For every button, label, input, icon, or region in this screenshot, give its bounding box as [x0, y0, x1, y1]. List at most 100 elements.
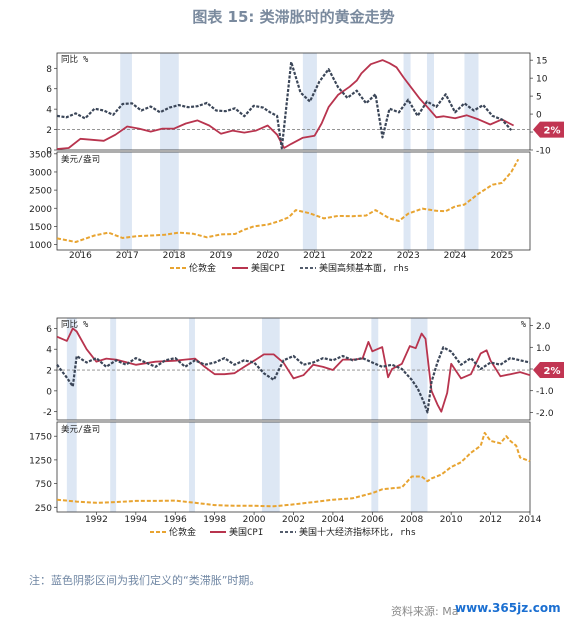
- c1-series-top-1: [56, 60, 513, 150]
- c1-top-panel-frame: [56, 52, 531, 151]
- c2-shade-bottom-2: [189, 422, 195, 512]
- c2-tick-label-x-1994: 1994: [124, 515, 147, 525]
- c2-shade-top-2: [189, 318, 195, 420]
- c1-reference-badge-label: 2%: [544, 126, 561, 137]
- c2-shade-top-0: [66, 318, 77, 420]
- c2-top-left-axis-label: 同比 %: [61, 319, 88, 330]
- c1-tick-label-x-2020: 2020: [256, 251, 279, 261]
- c1-tick-label-bottom-1500: 1500: [29, 223, 52, 233]
- c2-shade-bottom-0: [66, 422, 77, 512]
- footnote: 注：蓝色阴影区间为我们定义的“类滞胀”时期。: [29, 574, 261, 587]
- c1-reference-badge: [533, 121, 564, 138]
- c2-tick-label-x-2000: 2000: [243, 515, 266, 525]
- c2-tick-label-right-1: 1.0: [536, 344, 551, 354]
- c1-tick-label-x-2017: 2017: [116, 251, 139, 261]
- c1-shade-top-1: [160, 53, 179, 150]
- c2-legend-label-1: 美国CPI: [229, 526, 263, 538]
- source-label: 资料来源: Ma: [391, 605, 459, 618]
- c2-top-panel-frame: [56, 317, 531, 421]
- c1-tick-label-right-5: 5: [536, 93, 542, 103]
- c2-legend-label-2: 美国十大经济指标环比, rhs: [299, 526, 416, 538]
- c1-series-bottom-0: [56, 158, 520, 243]
- c1-tick-label-left-4: 4: [46, 106, 52, 116]
- c1-tick-label-bottom-3500: 3500: [29, 150, 52, 160]
- c1-bottom-axis-label: 美元/盎司: [61, 154, 100, 165]
- c1-bottom-panel-frame: [56, 151, 531, 251]
- c1-tick-label-x-2019: 2019: [209, 251, 232, 261]
- c2-series-top-1: [56, 346, 531, 414]
- c1-shade-bottom-3: [403, 152, 411, 250]
- c1-tick-label-x-2022: 2022: [350, 251, 373, 261]
- c2-tick-label-x-2002: 2002: [282, 515, 305, 525]
- c1-tick-label-x-2025: 2025: [490, 251, 513, 261]
- c1-tick-label-x-2023: 2023: [397, 251, 420, 261]
- c1-shade-top-4: [426, 53, 434, 150]
- c1-shade-bottom-2: [302, 152, 317, 250]
- c2-series-top-0: [56, 327, 531, 413]
- c1-tick-label-right-10: 10: [536, 75, 548, 85]
- c2-shade-bottom-4: [371, 422, 379, 512]
- c1-tick-label-right-0: 0: [536, 111, 542, 121]
- c2-tick-label-bottom-750: 750: [35, 480, 52, 490]
- c1-tick-label-left-6: 6: [46, 85, 52, 95]
- c2-top-right-axis-label: %: [521, 320, 526, 330]
- c2-shade-top-1: [110, 318, 117, 420]
- c2-series-bottom-0: [56, 431, 531, 508]
- chart-title: 图表 15: 类滞胀时的黄金走势: [192, 8, 395, 26]
- c1-top-left-axis-label: 同比 %: [61, 54, 88, 65]
- c2-tick-label-left-4: 4: [46, 346, 52, 356]
- c2-tick-label-x-2008: 2008: [400, 515, 423, 525]
- c1-tick-label-x-2021: 2021: [303, 251, 326, 261]
- c2-bottom-axis-label: 美元/盎司: [61, 424, 100, 435]
- c1-shade-bottom-1: [160, 152, 179, 250]
- c2-shade-top-3: [261, 318, 280, 420]
- c1-tick-label-right--10: -10: [536, 147, 551, 157]
- c2-tick-label-x-1998: 1998: [203, 515, 226, 525]
- c1-tick-label-left-0: 0: [46, 147, 52, 157]
- c2-reference-badge: [533, 362, 564, 379]
- c1-legend-label-2: 美国高频基本面, rhs: [319, 262, 409, 274]
- c2-tick-label-x-2010: 2010: [440, 515, 463, 525]
- c1-tick-label-bottom-2500: 2500: [29, 187, 52, 197]
- c2-tick-label-bottom-1250: 1250: [29, 456, 52, 466]
- c1-tick-label-left-2: 2: [46, 126, 52, 136]
- c1-legend-label-1: 美国CPI: [251, 262, 285, 274]
- c1-tick-label-bottom-3000: 3000: [29, 168, 52, 178]
- c1-tick-label-left-8: 8: [46, 65, 52, 75]
- c2-shade-top-5: [410, 318, 428, 420]
- c2-tick-label-right-2: 2.0: [536, 322, 551, 332]
- c2-shade-bottom-3: [261, 422, 280, 512]
- c2-tick-label-x-1996: 1996: [164, 515, 187, 525]
- c2-legend-label-0: 伦敦金: [169, 526, 196, 538]
- c1-tick-label-bottom-1000: 1000: [29, 241, 52, 251]
- c2-tick-label-x-2014: 2014: [519, 515, 542, 525]
- c2-reference-badge-label: 2%: [544, 366, 561, 377]
- c1-legend-label-0: 伦敦金: [189, 262, 216, 274]
- watermark: www.365jz.com: [455, 601, 561, 615]
- c2-shade-bottom-5: [410, 422, 428, 512]
- c1-shade-bottom-4: [426, 152, 434, 250]
- c1-tick-label-bottom-2000: 2000: [29, 205, 52, 215]
- c2-tick-label-bottom-250: 250: [35, 504, 52, 514]
- c2-tick-label-x-2004: 2004: [321, 515, 344, 525]
- c1-shade-top-2: [302, 53, 317, 150]
- c2-tick-label-left-6: 6: [46, 325, 52, 335]
- c2-tick-label-left--2: -2: [43, 408, 52, 418]
- c2-tick-label-left-2: 2: [46, 367, 52, 377]
- c1-tick-label-x-2018: 2018: [163, 251, 186, 261]
- c2-tick-label-x-2006: 2006: [361, 515, 384, 525]
- c1-shade-bottom-5: [464, 152, 479, 250]
- c1-series-top-0: [56, 59, 515, 150]
- c2-tick-label-bottom-1750: 1750: [29, 433, 52, 443]
- c1-shade-bottom-0: [120, 152, 132, 250]
- c2-tick-label-left-0: 0: [46, 387, 52, 397]
- c2-shade-top-4: [371, 318, 379, 420]
- c2-tick-label-x-2012: 2012: [479, 515, 502, 525]
- c2-shade-bottom-1: [110, 422, 117, 512]
- c2-bottom-panel-frame: [56, 421, 531, 513]
- c2-tick-label-x-1992: 1992: [85, 515, 108, 525]
- c1-shade-top-5: [464, 53, 479, 150]
- c1-tick-label-x-2024: 2024: [444, 251, 467, 261]
- c1-tick-label-right-15: 15: [536, 57, 547, 67]
